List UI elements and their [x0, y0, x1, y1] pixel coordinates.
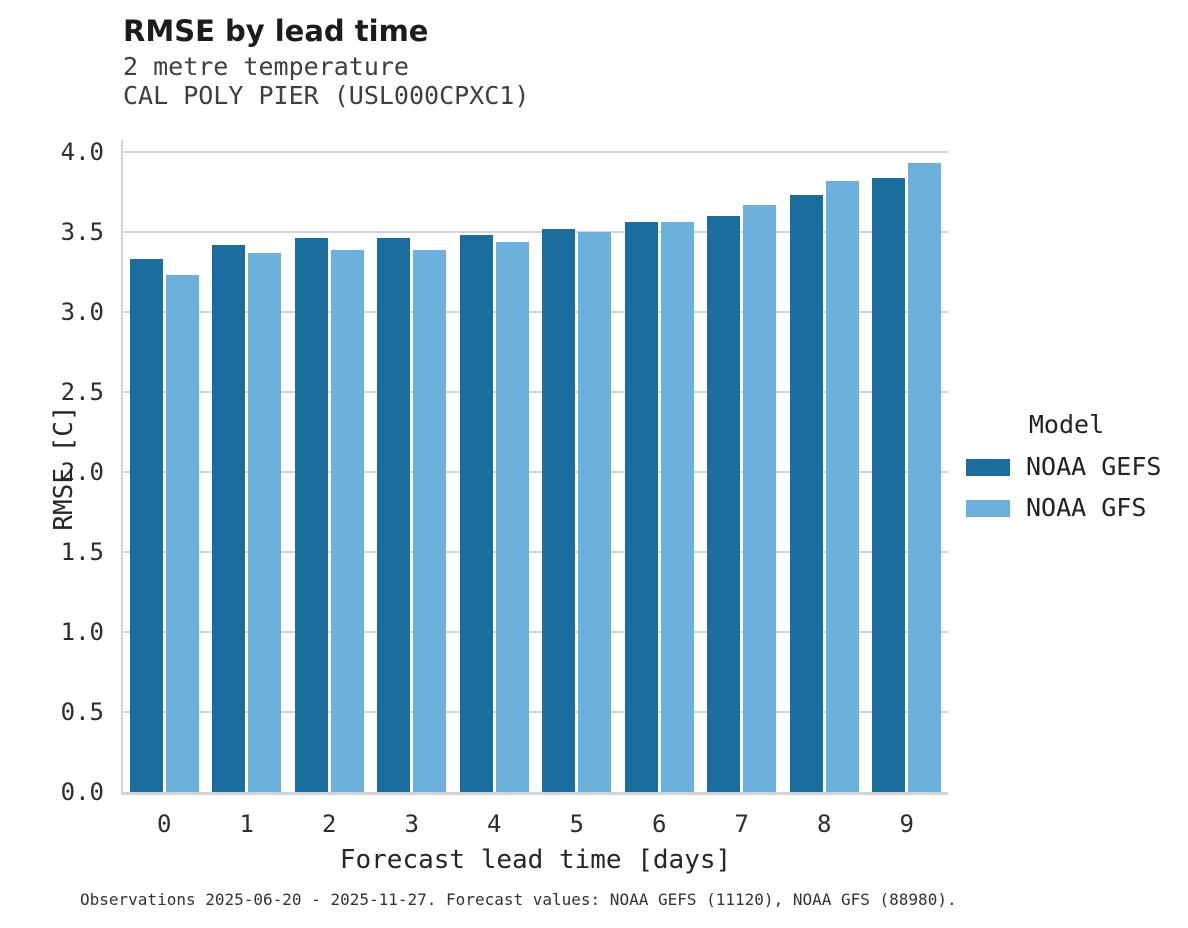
- y-tick-label-1.5: 1.5: [60, 538, 104, 566]
- bar-noaa-gefs-day-2: [294, 238, 328, 792]
- subtitle-line-2: CAL POLY PIER (USL000CPXC1): [123, 81, 530, 110]
- y-axis-spine: [120, 140, 123, 794]
- gridline-2.0: [123, 471, 948, 473]
- y-tick-label-1.0: 1.0: [60, 618, 104, 646]
- bar-noaa-gefs-day-0: [129, 259, 163, 792]
- x-tick-label-7: 7: [734, 810, 749, 838]
- gridline-3.0: [123, 311, 948, 313]
- bar-noaa-gefs-day-4: [459, 235, 493, 792]
- gridline-4.0: [123, 151, 948, 153]
- legend: Model NOAA GEFS NOAA GFS: [966, 410, 1176, 522]
- bar-noaa-gfs-day-2: [330, 249, 364, 792]
- y-tick-label-4.0: 4.0: [60, 138, 104, 166]
- y-tick-label-2.0: 2.0: [60, 458, 104, 486]
- bar-noaa-gfs-day-7: [743, 204, 777, 792]
- legend-swatch-noaa-gefs: [966, 458, 1010, 476]
- gridline-2.5: [123, 391, 948, 393]
- x-tick-label-5: 5: [569, 810, 584, 838]
- bar-noaa-gefs-day-5: [542, 228, 576, 792]
- bar-noaa-gfs-day-3: [413, 249, 447, 792]
- legend-label-noaa-gfs: NOAA GFS: [1026, 493, 1147, 522]
- chart-subtitle: 2 metre temperature CAL POLY PIER (USL000…: [123, 52, 529, 110]
- bar-noaa-gefs-day-7: [707, 216, 741, 792]
- legend-label-noaa-gefs: NOAA GEFS: [1026, 452, 1162, 481]
- subtitle-line-1: 2 metre temperature: [123, 52, 409, 81]
- bar-noaa-gfs-day-6: [660, 222, 694, 792]
- bar-noaa-gfs-day-4: [495, 241, 529, 792]
- bar-noaa-gfs-day-1: [248, 252, 282, 792]
- legend-swatch-noaa-gfs: [966, 499, 1010, 517]
- caption: Observations 2025-06-20 - 2025-11-27. Fo…: [80, 890, 957, 909]
- x-axis-line: [120, 792, 948, 795]
- x-tick-label-2: 2: [322, 810, 337, 838]
- x-tick-label-6: 6: [652, 810, 667, 838]
- y-tick-label-3.5: 3.5: [60, 218, 104, 246]
- bar-noaa-gefs-day-8: [789, 195, 823, 792]
- legend-title: Model: [1028, 410, 1105, 439]
- bar-noaa-gefs-day-9: [872, 177, 906, 792]
- x-axis-label: Forecast lead time [days]: [339, 845, 732, 875]
- x-tick-label-4: 4: [487, 810, 502, 838]
- bar-noaa-gefs-day-6: [624, 222, 658, 792]
- plot-area: [120, 140, 948, 795]
- legend-item-noaa-gefs: NOAA GEFS: [966, 453, 1176, 481]
- y-tick-label-0.5: 0.5: [60, 698, 104, 726]
- x-tick-label-1: 1: [239, 810, 254, 838]
- y-tick-label-0.0: 0.0: [60, 778, 104, 806]
- x-tick-label-3: 3: [404, 810, 419, 838]
- x-tick-label-8: 8: [817, 810, 832, 838]
- y-axis-label: RMSE [C]: [49, 405, 79, 531]
- gridline-1.5: [123, 551, 948, 553]
- gridline-3.5: [123, 231, 948, 233]
- bar-noaa-gfs-day-8: [825, 180, 859, 792]
- x-tick-label-9: 9: [899, 810, 914, 838]
- bar-noaa-gfs-day-5: [578, 232, 612, 792]
- gridline-0.5: [123, 711, 948, 713]
- y-tick-label-2.5: 2.5: [60, 378, 104, 406]
- bar-noaa-gfs-day-0: [165, 275, 199, 792]
- chart-title: RMSE by lead time: [123, 14, 429, 48]
- gridline-1.0: [123, 631, 948, 633]
- x-tick-label-0: 0: [157, 810, 172, 838]
- bar-noaa-gefs-day-3: [377, 238, 411, 792]
- legend-item-noaa-gfs: NOAA GFS: [966, 494, 1176, 522]
- y-tick-label-3.0: 3.0: [60, 298, 104, 326]
- bar-noaa-gfs-day-9: [908, 163, 942, 792]
- bar-noaa-gefs-day-1: [212, 244, 246, 792]
